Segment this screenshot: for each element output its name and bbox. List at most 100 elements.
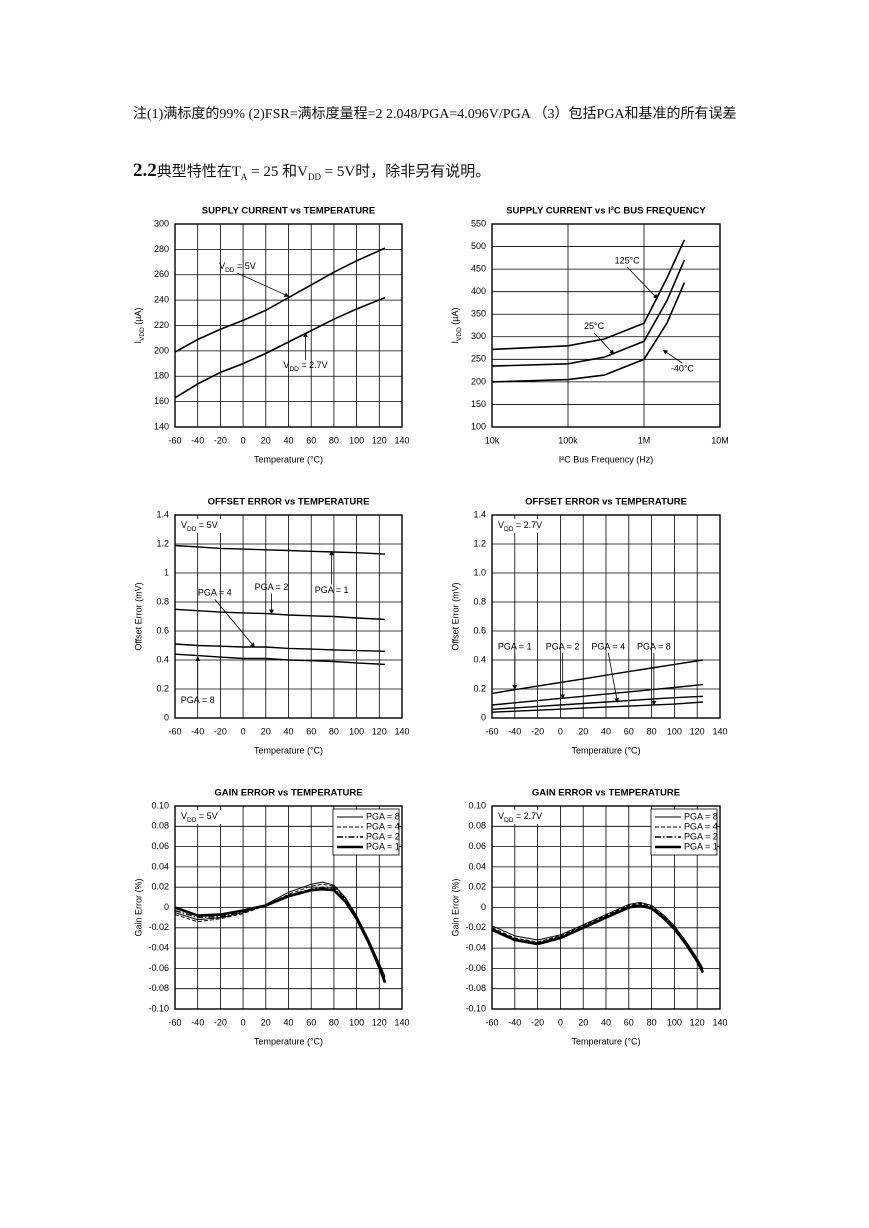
x-tick-label: 100k bbox=[558, 435, 578, 445]
x-tick-label: 80 bbox=[329, 435, 339, 445]
data-line bbox=[491, 239, 686, 351]
chart-title: GAIN ERROR vs TEMPERATURE bbox=[532, 788, 680, 799]
series-label: PGA = 8 bbox=[181, 695, 215, 705]
section-number: 2.2 bbox=[133, 160, 157, 181]
annotation: VDD = 2.7V bbox=[498, 811, 542, 824]
y-tick-label: 1.0 bbox=[473, 567, 486, 577]
text-part: (µA) bbox=[450, 308, 460, 328]
legend-label: PGA = 4 bbox=[684, 821, 718, 831]
annotation-box bbox=[178, 810, 222, 824]
series-label: PGA = 1 bbox=[315, 585, 349, 595]
x-tick-label: -20 bbox=[531, 1017, 544, 1027]
series-label: PGA = 4 bbox=[591, 641, 625, 651]
x-tick-label: 0 bbox=[558, 1017, 563, 1027]
label-arrow bbox=[626, 266, 658, 300]
data-line bbox=[174, 247, 386, 353]
series-label: PGA = 2 bbox=[255, 582, 289, 592]
y-tick-label: 300 bbox=[154, 218, 169, 228]
y-tick-label: 0.6 bbox=[156, 625, 169, 635]
x-tick-label: 140 bbox=[712, 726, 727, 736]
x-axis-label: I²C Bus Frequency (Hz) bbox=[559, 454, 654, 464]
annotation: VDD = 2.7V bbox=[498, 520, 542, 533]
label-arrow bbox=[214, 599, 255, 648]
x-tick-label: -60 bbox=[168, 435, 181, 445]
subscript: DD bbox=[504, 817, 514, 824]
legend-label: PGA = 1 bbox=[684, 841, 718, 851]
y-axis-label: Gain Error (%) bbox=[450, 878, 460, 936]
y-tick-label: 0.04 bbox=[151, 861, 169, 871]
y-tick-label: 1.2 bbox=[156, 538, 169, 548]
x-axis-label: Temperature (°C) bbox=[571, 745, 640, 755]
y-tick-label: 280 bbox=[154, 244, 169, 254]
y-tick-label: 0.10 bbox=[468, 800, 486, 810]
data-line bbox=[491, 902, 704, 970]
text-part: = 5V bbox=[196, 520, 217, 530]
y-tick-label: 450 bbox=[471, 263, 486, 273]
y-tick-label: 150 bbox=[471, 399, 486, 409]
y-tick-label: 0.02 bbox=[468, 882, 486, 892]
series-label: PGA = 4 bbox=[198, 588, 232, 598]
text-part: = 5V bbox=[196, 811, 217, 821]
heading-text: = 25 和V bbox=[247, 164, 308, 180]
x-tick-label: 20 bbox=[261, 726, 271, 736]
x-tick-label: 40 bbox=[283, 726, 293, 736]
y-tick-label: 1.2 bbox=[473, 538, 486, 548]
y-tick-label: 0.06 bbox=[468, 841, 486, 851]
series-label: PGA = 8 bbox=[637, 641, 671, 651]
y-tick-label: 0 bbox=[481, 712, 486, 722]
legend-label: PGA = 8 bbox=[366, 811, 400, 821]
x-tick-label: 140 bbox=[394, 1017, 409, 1027]
x-tick-label: 80 bbox=[647, 726, 657, 736]
y-tick-label: -0.02 bbox=[148, 922, 169, 932]
data-line bbox=[491, 701, 703, 713]
y-axis-label: Offset Error (mV) bbox=[133, 582, 143, 650]
text-part: V bbox=[181, 520, 187, 530]
data-line bbox=[491, 683, 703, 706]
x-tick-label: 100 bbox=[667, 1017, 682, 1027]
plot-frame bbox=[491, 514, 721, 719]
annotation-box bbox=[178, 519, 222, 533]
y-tick-label: 100 bbox=[471, 421, 486, 431]
heading-sub: A bbox=[240, 172, 248, 182]
x-tick-label: -60 bbox=[485, 726, 498, 736]
subscript: DD bbox=[289, 366, 299, 373]
y-tick-label: 500 bbox=[471, 241, 486, 251]
label-arrow bbox=[662, 349, 683, 364]
y-tick-label: 0 bbox=[164, 902, 169, 912]
x-tick-label: -60 bbox=[168, 1017, 181, 1027]
y-tick-label: -0.04 bbox=[148, 942, 169, 952]
y-tick-label: 0.08 bbox=[468, 821, 486, 831]
y-tick-label: -0.06 bbox=[148, 963, 169, 973]
y-tick-label: 0.10 bbox=[151, 800, 169, 810]
subscript: DD bbox=[504, 526, 514, 533]
x-tick-label: -40 bbox=[508, 1017, 521, 1027]
series-label: PGA = 2 bbox=[546, 641, 580, 651]
y-tick-label: -0.06 bbox=[465, 963, 486, 973]
y-tick-label: -0.08 bbox=[148, 983, 169, 993]
y-tick-label: 0.02 bbox=[151, 882, 169, 892]
y-axis-label: Gain Error (%) bbox=[133, 878, 143, 936]
x-tick-label: 60 bbox=[624, 726, 634, 736]
y-tick-label: 400 bbox=[471, 286, 486, 296]
x-tick-label: -20 bbox=[531, 726, 544, 736]
y-tick-label: 0.06 bbox=[151, 841, 169, 851]
x-tick-label: -60 bbox=[485, 1017, 498, 1027]
x-tick-label: 100 bbox=[667, 726, 682, 736]
x-axis-label: Temperature (°C) bbox=[571, 1036, 640, 1046]
label-arrow bbox=[607, 652, 620, 703]
plot-frame bbox=[174, 514, 403, 719]
chart-title: GAIN ERROR vs TEMPERATURE bbox=[214, 788, 362, 799]
text-part: V bbox=[283, 360, 289, 370]
y-tick-label: 0.2 bbox=[156, 683, 169, 693]
x-axis-label: Temperature (°C) bbox=[254, 745, 323, 755]
data-line bbox=[491, 259, 686, 367]
chart-title: SUPPLY CURRENT vs I²C BUS FREQUENCY bbox=[506, 206, 706, 217]
y-tick-label: 220 bbox=[154, 320, 169, 330]
data-line bbox=[174, 887, 387, 984]
y-tick-label: 0.4 bbox=[156, 654, 169, 664]
annotation-box bbox=[495, 519, 539, 533]
x-tick-label: 10k bbox=[485, 435, 500, 445]
annotation: VDD = 5V bbox=[181, 811, 218, 824]
